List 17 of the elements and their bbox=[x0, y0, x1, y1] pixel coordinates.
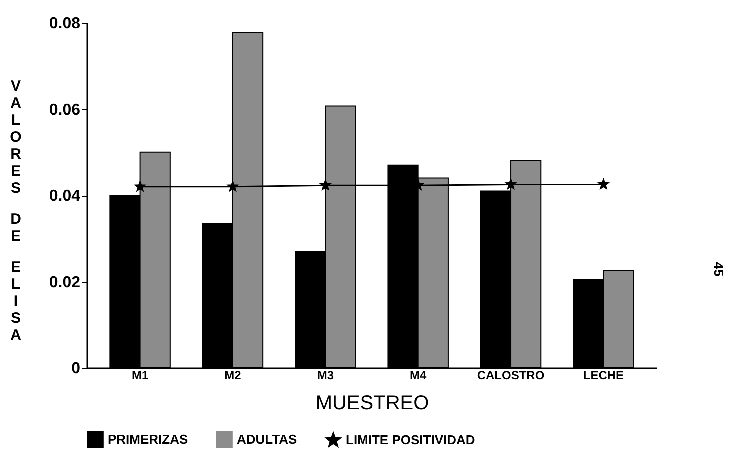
x-tick-label: M2 bbox=[224, 368, 242, 382]
text: VALORES DE ELISA bbox=[10, 78, 22, 344]
y-tick-label: 0.08 bbox=[49, 16, 81, 32]
x-tick-label: M4 bbox=[410, 368, 427, 382]
text: 45 bbox=[712, 262, 727, 277]
y-tick-label: 0.06 bbox=[49, 102, 81, 119]
x-axis-title: MUESTREO bbox=[316, 392, 430, 414]
y-tick-label: 0 bbox=[72, 360, 81, 378]
y-tick-label: 0.04 bbox=[49, 188, 81, 205]
x-tick-label: CALOSTRO bbox=[477, 368, 545, 382]
legend-label: PRIMERIZAS bbox=[108, 432, 188, 447]
x-tick-label: M3 bbox=[317, 368, 334, 382]
legend-label: ADULTAS bbox=[237, 432, 298, 447]
x-tick-label: LECHE bbox=[583, 368, 624, 382]
legend-label: LIMITE POSITIVIDAD bbox=[346, 432, 476, 448]
y-tick-label: 0.02 bbox=[49, 274, 81, 292]
x-tick-label: M1 bbox=[132, 368, 149, 382]
